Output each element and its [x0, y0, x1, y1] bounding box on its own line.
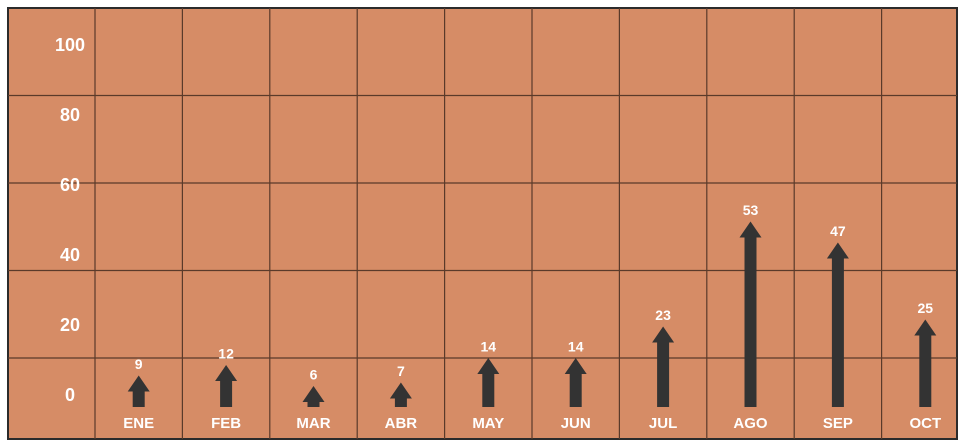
y-tick-label: 60: [60, 175, 80, 195]
value-label: 25: [918, 300, 934, 316]
grid: [8, 8, 957, 439]
arrow-bar: [215, 365, 238, 407]
x-tick-label: SEP: [823, 415, 853, 432]
y-tick-label: 40: [60, 245, 80, 265]
arrow-bar: [127, 375, 150, 407]
y-tick-label: 20: [60, 315, 80, 335]
arrow-bar: [739, 221, 762, 407]
x-tick-label: JUL: [649, 415, 677, 432]
x-tick-label: MAY: [472, 415, 504, 432]
value-label: 47: [830, 223, 846, 239]
x-tick-label: AGO: [733, 415, 768, 432]
x-tick-label: FEB: [211, 415, 241, 432]
value-label: 12: [218, 346, 234, 362]
y-tick-label: 100: [55, 35, 85, 55]
value-label: 53: [743, 202, 759, 218]
arrow-bar: [826, 242, 849, 407]
arrow-bar: [914, 319, 937, 407]
value-label: 9: [135, 356, 143, 372]
arrow-bar: [564, 358, 587, 407]
y-tick-label: 80: [60, 105, 80, 125]
value-label: 7: [397, 363, 405, 379]
arrow-bar: [477, 358, 500, 407]
arrow-bar: [652, 326, 675, 407]
arrow-bar: [389, 382, 412, 407]
x-tick-label: MAR: [296, 415, 330, 432]
x-tick-label: ABR: [385, 415, 418, 432]
value-label: 23: [655, 307, 671, 323]
x-tick-label: JUN: [561, 415, 591, 432]
value-label: 14: [568, 339, 584, 355]
value-label: 14: [481, 339, 497, 355]
arrow-bar: [302, 386, 325, 407]
x-tick-label: ENE: [123, 415, 154, 432]
x-tick-label: OCT: [909, 415, 941, 432]
value-label: 6: [310, 367, 318, 383]
y-tick-label: 0: [65, 385, 75, 405]
